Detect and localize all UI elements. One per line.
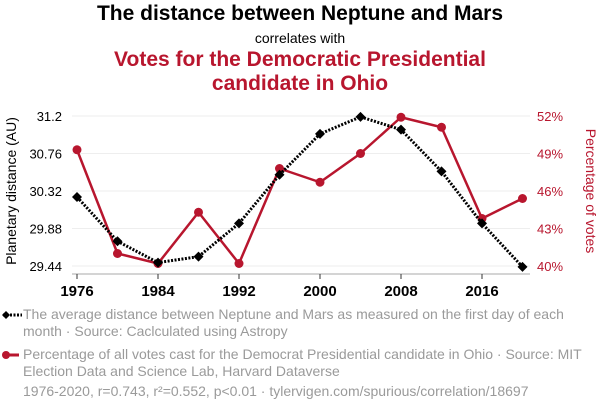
x-tick-label: 2008 [384,283,417,300]
footer-stats: 1976-2020, r=0.743, r²=0.552, p<0.01 · t… [23,383,529,399]
y2-tick-label: 40% [537,259,563,274]
votes-line [75,116,524,265]
y2-tick-label: 49% [537,147,563,162]
distance-point [436,166,447,177]
legend-item-distance: The average distance between Neptune and… [2,306,598,340]
distance-point [517,261,528,272]
distance-point [355,111,366,122]
distance-point [153,257,163,268]
distance-point [477,218,487,229]
y2-tick-label: 43% [537,222,563,237]
y2-axis-label: Percentage of votes [583,129,599,254]
y-tick-label: 30.76 [29,147,62,162]
votes-point [113,249,122,258]
x-tick-label: 2016 [465,283,498,300]
y-tick-label: 31.2 [37,109,62,124]
chart-title-secondary: Votes for the Democratic Presidential ca… [0,48,600,96]
y-tick-label: 30.32 [29,184,62,199]
legend-item-votes: Percentage of all votes cast for the Dem… [2,346,598,380]
distance-point [396,124,406,135]
votes-point [437,122,446,132]
votes-point [315,177,325,187]
diamond-dotted-line-icon [2,311,22,319]
votes-point [356,149,365,158]
series-votes [72,112,527,268]
y2-tick-label: 46% [537,184,563,199]
votes-point [396,112,406,122]
distance-point [112,236,123,247]
chart-title-secondary-text: Votes for the Democratic Presidential ca… [114,48,486,95]
series-distance [72,111,528,272]
y2-axis-tick-labels: 40% 43% 46% 49% 52% [537,109,563,274]
x-axis-tick-labels: 1976 1984 1992 2000 2008 2016 [60,283,498,300]
chart-title: The distance between Neptune and Mars [96,2,504,25]
chart-subtitle: correlates with [254,30,346,46]
distance-point [72,191,82,202]
y2-tick-label: 52% [537,109,563,124]
distance-line [75,115,524,268]
distance-point [193,251,204,262]
votes-point [72,145,82,155]
distance-point [274,169,285,180]
x-tick-label: 1976 [60,283,93,300]
y-tick-label: 29.88 [29,222,62,237]
x-tick-label: 1992 [222,283,255,300]
votes-point [194,207,203,217]
legend-label-distance: The average distance between Neptune and… [23,306,564,339]
y-tick-label: 29.44 [29,259,62,274]
gridlines [72,115,530,267]
x-tick-label: 2000 [303,283,336,300]
x-tick-label: 1984 [141,283,175,300]
votes-point [518,194,527,203]
legend-label-votes: Percentage of all votes cast for the Dem… [23,346,582,379]
y-axis-label: Planetary distance (AU) [3,117,19,265]
y-axis-tick-labels: 29.44 29.88 30.32 30.76 31.2 [29,109,62,274]
distance-point [234,218,244,229]
circle-line-icon [2,351,19,359]
votes-point [234,259,244,268]
axes [72,273,530,279]
distance-point [315,128,325,139]
